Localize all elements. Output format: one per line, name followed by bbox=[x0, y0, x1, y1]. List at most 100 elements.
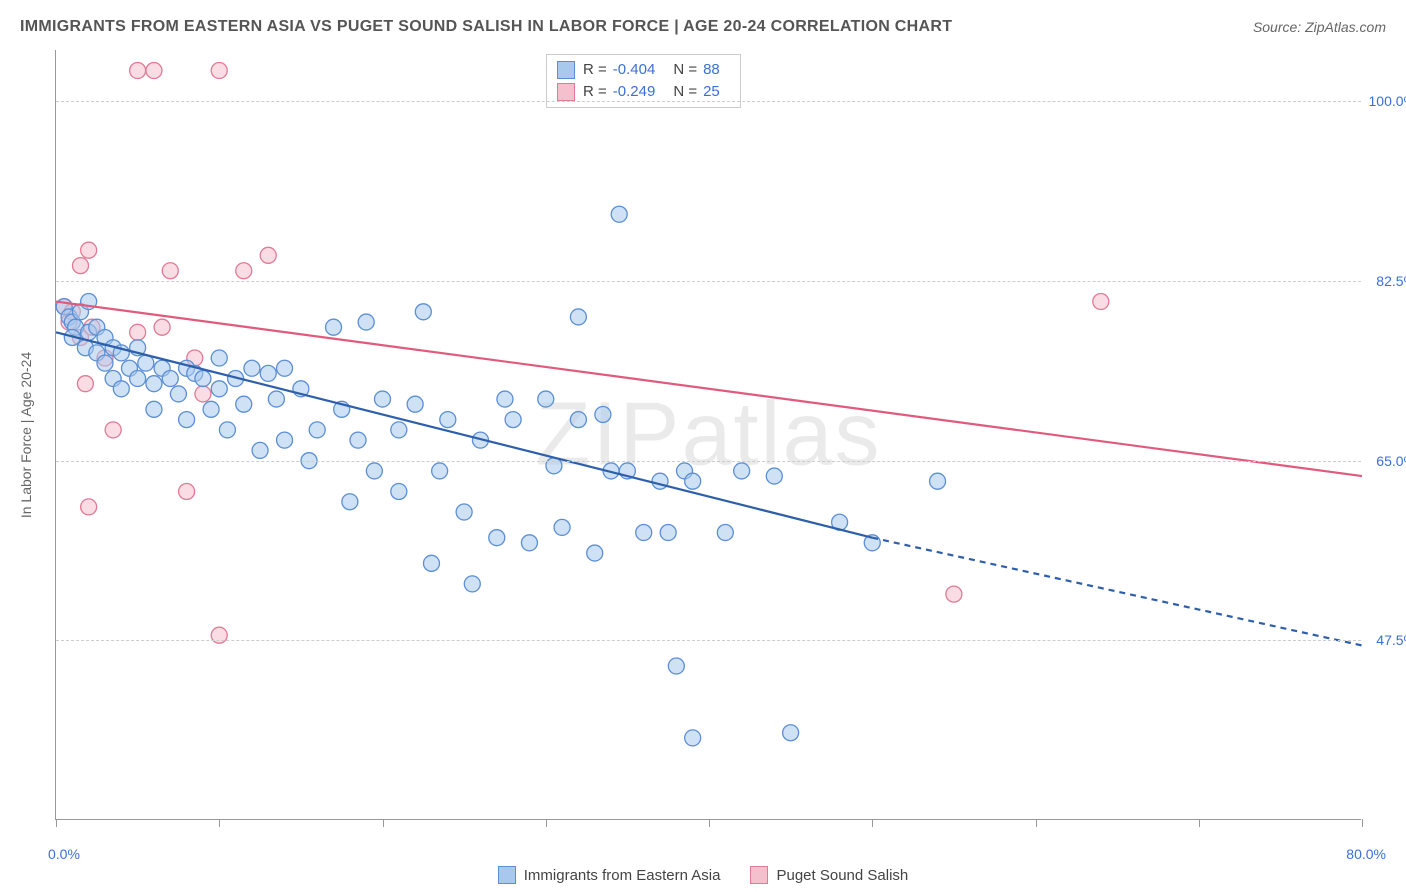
n-value-b: 25 bbox=[703, 81, 720, 103]
gridline bbox=[56, 461, 1361, 462]
scatter-point bbox=[595, 406, 611, 422]
n-value-a: 88 bbox=[703, 59, 720, 81]
x-tick bbox=[1362, 819, 1363, 827]
x-tick bbox=[546, 819, 547, 827]
scatter-point bbox=[505, 412, 521, 428]
swatch-b-icon bbox=[557, 83, 575, 101]
plot-area: ZIPatlas R = -0.404 N = 88 R = -0.249 N … bbox=[55, 50, 1361, 820]
legend-label-a: Immigrants from Eastern Asia bbox=[524, 867, 721, 884]
scatter-point bbox=[138, 355, 154, 371]
x-tick bbox=[383, 819, 384, 827]
y-tick-label: 47.5% bbox=[1366, 632, 1406, 648]
scatter-point bbox=[717, 525, 733, 541]
x-tick bbox=[872, 819, 873, 827]
scatter-point bbox=[77, 376, 93, 392]
scatter-point bbox=[358, 314, 374, 330]
scatter-point bbox=[81, 242, 97, 258]
scatter-point bbox=[130, 371, 146, 387]
chart-title: IMMIGRANTS FROM EASTERN ASIA VS PUGET SO… bbox=[20, 18, 952, 36]
x-tick bbox=[1036, 819, 1037, 827]
x-tick bbox=[219, 819, 220, 827]
x-tick bbox=[709, 819, 710, 827]
scatter-point bbox=[130, 324, 146, 340]
scatter-point bbox=[260, 247, 276, 263]
scatter-point bbox=[456, 504, 472, 520]
scatter-point bbox=[236, 396, 252, 412]
scatter-point bbox=[236, 263, 252, 279]
scatter-point bbox=[146, 63, 162, 79]
scatter-point bbox=[260, 365, 276, 381]
swatch-a-icon bbox=[498, 866, 516, 884]
scatter-point bbox=[783, 725, 799, 741]
scatter-point bbox=[489, 530, 505, 546]
scatter-point bbox=[538, 391, 554, 407]
chart-svg bbox=[56, 50, 1361, 819]
r-label: R = bbox=[583, 81, 607, 103]
scatter-point bbox=[162, 263, 178, 279]
scatter-point bbox=[554, 519, 570, 535]
scatter-point bbox=[685, 473, 701, 489]
scatter-point bbox=[105, 422, 121, 438]
r-value-b: -0.249 bbox=[613, 81, 656, 103]
scatter-point bbox=[668, 658, 684, 674]
scatter-point bbox=[268, 391, 284, 407]
scatter-point bbox=[407, 396, 423, 412]
swatch-b-icon bbox=[750, 866, 768, 884]
scatter-point bbox=[326, 319, 342, 335]
scatter-point bbox=[497, 391, 513, 407]
gridline bbox=[56, 101, 1361, 102]
r-value-a: -0.404 bbox=[613, 59, 656, 81]
scatter-point bbox=[685, 730, 701, 746]
scatter-point bbox=[391, 483, 407, 499]
scatter-point bbox=[244, 360, 260, 376]
scatter-point bbox=[350, 432, 366, 448]
scatter-point bbox=[432, 463, 448, 479]
bottom-legend: Immigrants from Eastern Asia Puget Sound… bbox=[0, 866, 1406, 884]
scatter-point bbox=[179, 483, 195, 499]
scatter-point bbox=[570, 412, 586, 428]
legend-item-a: Immigrants from Eastern Asia bbox=[498, 866, 721, 884]
scatter-point bbox=[766, 468, 782, 484]
scatter-point bbox=[1093, 294, 1109, 310]
scatter-point bbox=[946, 586, 962, 602]
scatter-point bbox=[342, 494, 358, 510]
scatter-point bbox=[660, 525, 676, 541]
y-tick-label: 65.0% bbox=[1366, 453, 1406, 469]
y-tick-label: 100.0% bbox=[1366, 93, 1406, 109]
scatter-point bbox=[611, 206, 627, 222]
legend-label-b: Puget Sound Salish bbox=[776, 867, 908, 884]
x-tick bbox=[56, 819, 57, 827]
legend-item-b: Puget Sound Salish bbox=[750, 866, 908, 884]
scatter-point bbox=[195, 371, 211, 387]
gridline bbox=[56, 640, 1361, 641]
scatter-point bbox=[423, 555, 439, 571]
x-axis-min-label: 0.0% bbox=[48, 846, 80, 862]
scatter-point bbox=[154, 319, 170, 335]
scatter-point bbox=[81, 499, 97, 515]
scatter-point bbox=[113, 381, 129, 397]
scatter-point bbox=[195, 386, 211, 402]
scatter-point bbox=[211, 381, 227, 397]
stats-legend: R = -0.404 N = 88 R = -0.249 N = 25 bbox=[546, 54, 741, 108]
scatter-point bbox=[162, 371, 178, 387]
swatch-a-icon bbox=[557, 61, 575, 79]
scatter-point bbox=[309, 422, 325, 438]
scatter-point bbox=[521, 535, 537, 551]
scatter-point bbox=[587, 545, 603, 561]
x-tick bbox=[1199, 819, 1200, 827]
scatter-point bbox=[636, 525, 652, 541]
scatter-point bbox=[277, 432, 293, 448]
y-axis-label: In Labor Force | Age 20-24 bbox=[18, 352, 34, 518]
scatter-point bbox=[440, 412, 456, 428]
scatter-point bbox=[72, 258, 88, 274]
scatter-point bbox=[252, 442, 268, 458]
scatter-point bbox=[203, 401, 219, 417]
scatter-point bbox=[570, 309, 586, 325]
r-label: R = bbox=[583, 59, 607, 81]
scatter-point bbox=[179, 412, 195, 428]
scatter-point bbox=[277, 360, 293, 376]
scatter-point bbox=[170, 386, 186, 402]
stats-row-b: R = -0.249 N = 25 bbox=[557, 81, 730, 103]
scatter-point bbox=[211, 63, 227, 79]
scatter-point bbox=[97, 355, 113, 371]
